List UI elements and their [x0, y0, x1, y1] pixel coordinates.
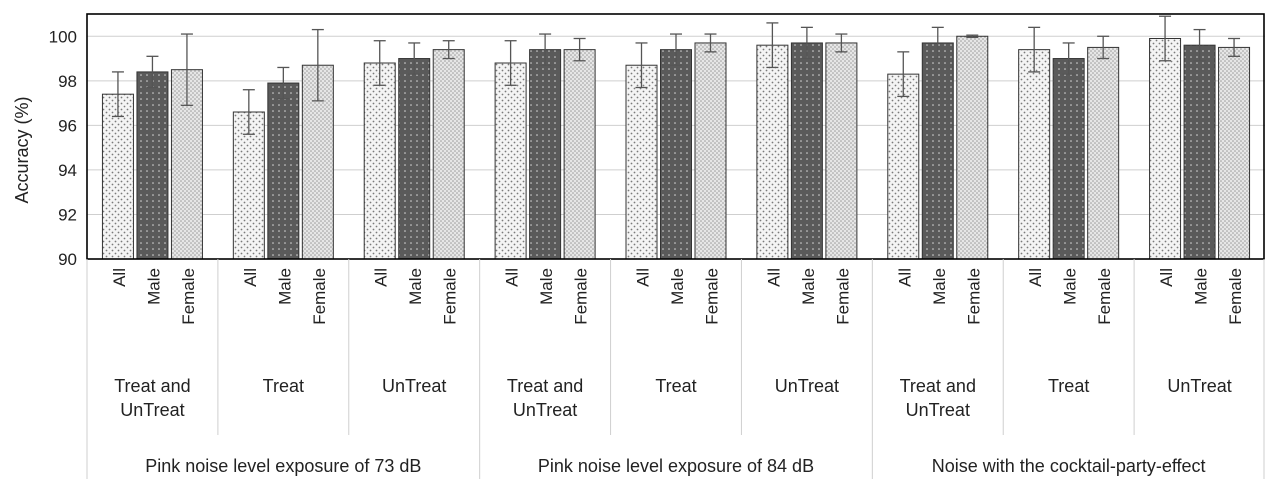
bar [136, 71, 169, 260]
bar [825, 42, 858, 260]
bar-label: Female [572, 268, 591, 325]
bar [267, 82, 300, 260]
group-label: Pink noise level exposure of 84 dB [538, 456, 814, 476]
bar-label: All [503, 268, 522, 287]
y-tick-label: 96 [58, 116, 77, 135]
bar-label: Female [833, 268, 852, 325]
category-labels: All Male Female Treat and UnTreat All Male Fema… [110, 268, 1245, 476]
subgroup-label: Treat [1048, 376, 1089, 396]
bar [756, 44, 789, 260]
subgroup-label: Treat and [507, 376, 583, 396]
bar [398, 58, 431, 260]
subgroup-label: UnTreat [906, 400, 970, 420]
bar [694, 42, 727, 260]
bar-label: Male [144, 268, 163, 305]
subgroup-label: UnTreat [1167, 376, 1231, 396]
y-tick-label: 94 [58, 161, 77, 180]
bar-label: Female [964, 268, 983, 325]
bar [625, 64, 658, 260]
bar-label: Male [668, 268, 687, 305]
bar [101, 93, 134, 260]
axes: 90 92 94 96 98 100 [49, 13, 1265, 479]
bar-label: All [110, 268, 129, 287]
bar-label: All [895, 268, 914, 287]
error-bars [111, 15, 1241, 135]
bar [432, 49, 465, 260]
bar [1052, 58, 1085, 260]
bar-label: Male [275, 268, 294, 305]
bar-label: Male [930, 268, 949, 305]
subgroup-label: UnTreat [382, 376, 446, 396]
bar-label: Male [1192, 268, 1211, 305]
subgroup-label: UnTreat [513, 400, 577, 420]
bar-label: All [764, 268, 783, 287]
bar-label: All [241, 268, 260, 287]
bar-label: All [372, 268, 391, 287]
bar [1018, 49, 1051, 260]
y-axis-label: Accuracy (%) [12, 96, 32, 203]
bar [1149, 38, 1182, 260]
bar-label: Male [537, 268, 556, 305]
plot-frame [86, 13, 1265, 260]
bar [660, 49, 692, 260]
bar-label: All [1157, 268, 1176, 287]
bar-label: Male [406, 268, 425, 305]
bar-label: Female [179, 268, 198, 325]
bar [1183, 44, 1216, 260]
subgroup-label: UnTreat [775, 376, 839, 396]
bar-label: Female [1095, 268, 1114, 325]
subgroup-label: Treat [263, 376, 304, 396]
group-label: Pink noise level exposure of 73 dB [145, 456, 421, 476]
bars [101, 35, 1251, 260]
bar-label: Female [703, 268, 722, 325]
bar-label: All [1026, 268, 1045, 287]
bar [790, 42, 823, 260]
bar [563, 49, 596, 260]
subgroup-label: Treat [655, 376, 696, 396]
y-tick-label: 92 [58, 205, 77, 224]
bar [529, 49, 562, 260]
bar [1218, 46, 1251, 260]
bar [921, 42, 954, 260]
bar-label: Female [441, 268, 460, 325]
bar-label: All [634, 268, 653, 287]
subgroup-label: Treat and [114, 376, 190, 396]
bar [363, 62, 396, 260]
bar [494, 62, 527, 260]
bar [887, 73, 920, 260]
y-tick-label: 100 [49, 27, 77, 46]
y-tick-label: 90 [58, 250, 77, 269]
bar [232, 111, 265, 260]
bar [1087, 46, 1120, 260]
subgroup-label: Treat and [900, 376, 976, 396]
group-label: Noise with the cocktail-party-effect [932, 456, 1206, 476]
bar-label: Female [1226, 268, 1245, 325]
bar-label: Female [310, 268, 329, 325]
y-tick-label: 98 [58, 72, 77, 91]
bar [956, 35, 989, 260]
bar-label: Male [799, 268, 818, 305]
bar-label: Male [1061, 268, 1080, 305]
subgroup-label: UnTreat [120, 400, 184, 420]
